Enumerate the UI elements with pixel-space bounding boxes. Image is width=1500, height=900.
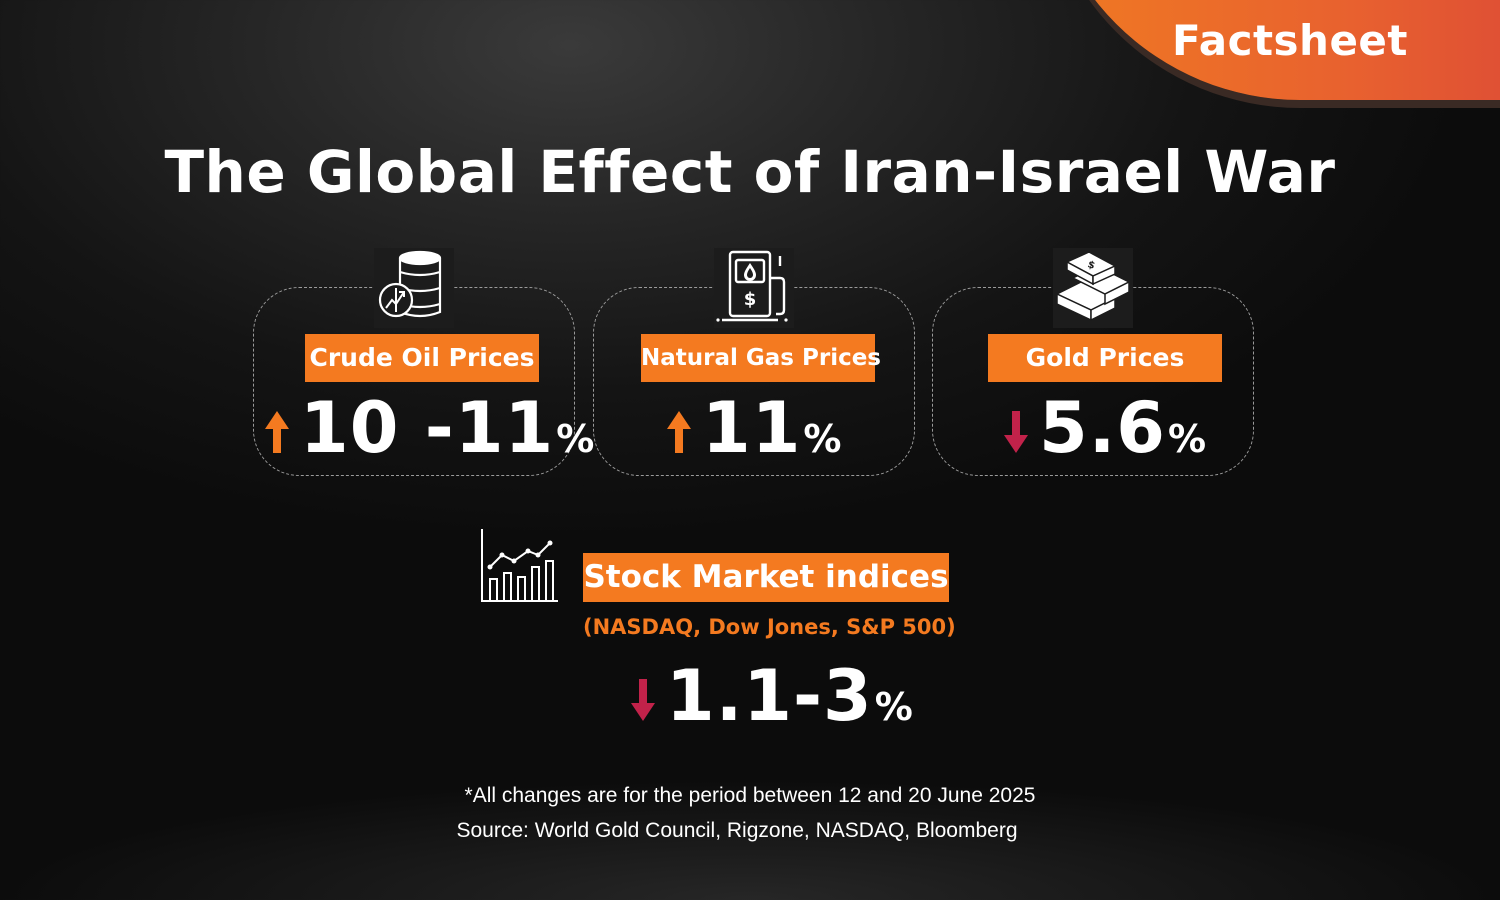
arrow-up-icon — [667, 411, 691, 453]
crude-oil-unit: % — [556, 417, 595, 461]
gold-card: $ Gold Prices 5.6 % — [932, 248, 1254, 476]
stock-market-label: Stock Market indices — [583, 553, 949, 602]
stock-market-unit: % — [874, 685, 913, 729]
crude-oil-value-row: 10 -11 % — [264, 390, 594, 466]
stock-market-value-row: 1.1-3 % — [630, 658, 913, 734]
gold-unit: % — [1168, 417, 1207, 461]
source-footnote: Source: World Gold Council, Rigzone, NAS… — [456, 819, 1018, 842]
arrow-down-icon — [1004, 411, 1028, 453]
crude-oil-card: Crude Oil Prices 10 -11 % — [253, 248, 594, 476]
arrow-down-icon — [631, 679, 655, 721]
crude-oil-label: Crude Oil Prices — [305, 334, 539, 382]
natural-gas-unit: % — [803, 417, 842, 461]
svg-text:$: $ — [744, 289, 757, 310]
factsheet-badge-label: Factsheet — [1172, 16, 1408, 65]
stock-chart-icon — [481, 529, 558, 602]
svg-text:$: $ — [1086, 259, 1096, 272]
natural-gas-label: Natural Gas Prices — [641, 334, 881, 382]
background-glow — [0, 700, 1500, 900]
natural-gas-value-row: 11 % — [666, 390, 842, 466]
period-footnote: *All changes are for the period between … — [464, 784, 1036, 807]
gas-pump-icon: $ — [714, 248, 794, 328]
stock-market-subtitle: (NASDAQ, Dow Jones, S&P 500) — [583, 615, 956, 639]
page-title: The Global Effect of Iran-Israel War — [164, 138, 1336, 206]
natural-gas-card: $ Natural Gas Prices 11 % — [593, 248, 915, 476]
arrow-up-icon — [265, 411, 289, 453]
stock-market-value: 1.1-3 — [666, 655, 873, 737]
crude-oil-value: 10 -11 — [300, 387, 555, 469]
gold-value: 5.6 — [1039, 387, 1167, 469]
oil-barrel-icon — [374, 248, 454, 328]
gold-value-row: 5.6 % — [1003, 390, 1206, 466]
gold-bars-icon: $ — [1053, 248, 1133, 328]
natural-gas-value: 11 — [702, 387, 802, 469]
gold-label: Gold Prices — [988, 334, 1222, 382]
